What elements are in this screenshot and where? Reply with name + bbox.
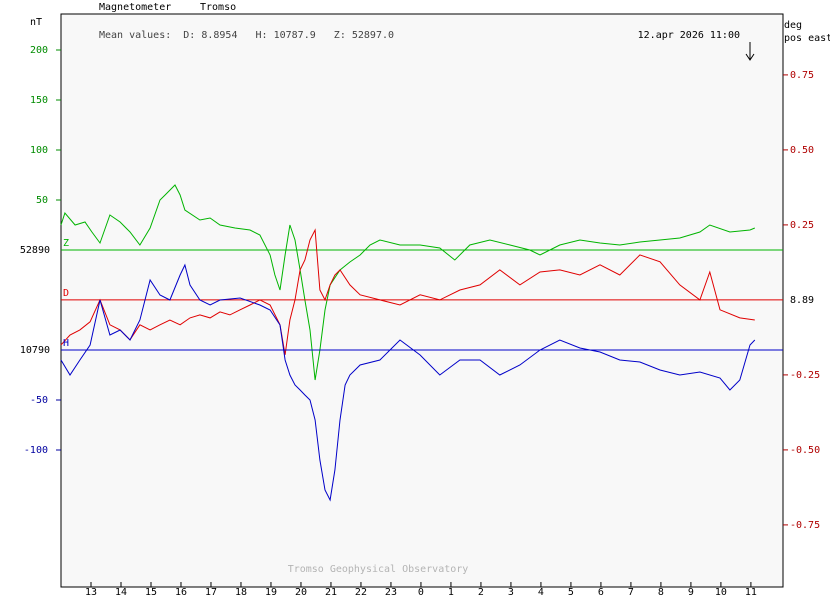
x-tick-label: 2 [478,587,484,598]
plot-area [60,13,784,588]
x-tick-label: 23 [385,587,397,598]
series-line [60,263,756,502]
right-unit: deg [784,20,802,31]
x-tick-label: 13 [85,587,97,598]
x-tick-label: 6 [598,587,604,598]
y-tick-label: -100 [24,445,48,456]
x-tick-label: 11 [745,587,757,598]
baseline-label: 8.89 [790,295,814,306]
x-tick-label: 17 [205,587,217,598]
right-unit-note: pos east [784,33,830,44]
timestamp: 12.apr 2026 11:00 [638,30,740,41]
x-tick-label: 21 [325,587,337,598]
chart-title: Magnetometer [99,2,171,13]
x-tick-label: 5 [568,587,574,598]
series-label: D [63,288,69,299]
x-tick-label: 22 [355,587,367,598]
y-tick-label: 150 [30,95,48,106]
y-tick-label: -0.50 [790,445,820,456]
x-tick-label: 0 [418,587,424,598]
now-arrow [745,42,755,61]
y-tick-label: -50 [30,395,48,406]
baseline-label: 10790 [20,345,50,356]
series-line [60,184,755,381]
x-tick-label: 8 [658,587,664,598]
x-tick-label: 1 [448,587,454,598]
x-tick-label: 4 [538,587,544,598]
x-tick-label: 9 [688,587,694,598]
x-tick-label: 15 [145,587,157,598]
y-tick-label: -0.75 [790,520,820,531]
subtitle: Mean values: D: 8.8954 H: 10787.9 Z: 528… [99,30,394,41]
left-unit: nT [30,17,42,28]
footer: Tromso Geophysical Observatory [288,564,469,575]
y-tick-label: 0.75 [790,70,814,81]
y-tick-label: 0.50 [790,145,814,156]
series-label: Z [63,238,69,249]
series-line [60,228,755,355]
x-tick-label: 7 [628,587,634,598]
station-name: Tromso [200,2,236,13]
x-tick-label: 20 [295,587,307,598]
baseline-label: 52890 [20,245,50,256]
x-tick-label: 10 [715,587,727,598]
x-tick-label: 18 [235,587,247,598]
series-label: H [63,338,69,349]
y-tick-label: 200 [30,45,48,56]
y-tick-label: 50 [36,195,48,206]
y-tick-label: 0.25 [790,220,814,231]
x-tick-label: 14 [115,587,127,598]
x-tick-label: 16 [175,587,187,598]
y-tick-label: 100 [30,145,48,156]
x-tick-label: 3 [508,587,514,598]
x-tick-label: 19 [265,587,277,598]
y-tick-label: -0.25 [790,370,820,381]
